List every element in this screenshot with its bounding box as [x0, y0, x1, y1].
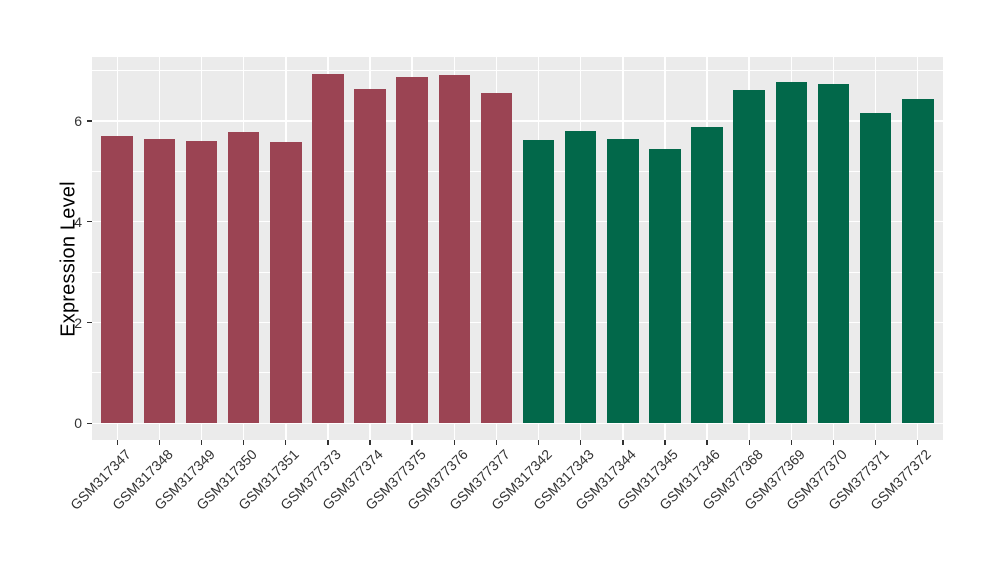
bar [438, 74, 471, 424]
grid-minor-h [92, 372, 943, 374]
bar [901, 99, 934, 424]
bar [396, 76, 428, 424]
x-axis-tick [369, 440, 371, 445]
bar [354, 89, 386, 424]
x-axis-tick [116, 440, 118, 445]
x-axis-tick [158, 440, 161, 445]
grid-minor-h [92, 70, 943, 71]
bar [775, 81, 808, 424]
x-axis-tick [327, 440, 329, 445]
bar [607, 138, 639, 424]
grid-major-h [92, 422, 943, 425]
x-axis-tick [579, 440, 582, 445]
x-axis-tick [917, 440, 919, 445]
x-axis-tick [664, 440, 666, 445]
bar [691, 127, 723, 424]
grid-minor-h [92, 170, 943, 172]
grid-minor-h [92, 271, 943, 273]
x-axis-tick [200, 440, 203, 445]
y-axis-tick [86, 422, 92, 424]
bar [312, 74, 344, 424]
bar [480, 92, 513, 424]
x-axis-tick [622, 440, 624, 445]
bar [143, 138, 176, 424]
bar [733, 89, 765, 424]
bar [522, 140, 555, 424]
x-axis-tick [537, 440, 540, 445]
bar [101, 136, 134, 424]
x-axis-tick [748, 440, 750, 445]
y-axis-tick-label: 4 [74, 213, 82, 230]
bar [227, 132, 260, 424]
x-axis-tick [453, 440, 455, 445]
y-axis-tick-label: 0 [74, 415, 82, 432]
bar [269, 142, 302, 424]
y-axis-tick-label: 2 [74, 314, 82, 331]
x-axis-tick [706, 440, 708, 445]
y-axis-tick [86, 120, 92, 122]
x-axis-tick [495, 440, 498, 445]
grid-major-h [92, 120, 943, 122]
x-axis-tick [242, 440, 245, 445]
plot-panel [92, 57, 943, 440]
y-axis-tick [86, 321, 92, 324]
bar [859, 113, 892, 424]
grid-major-h [92, 321, 943, 324]
bar [817, 83, 850, 424]
y-axis-title: Expression Level [57, 181, 80, 337]
x-axis-tick [411, 440, 413, 445]
x-axis-tick [790, 440, 793, 445]
bar [185, 141, 218, 424]
bar [564, 131, 597, 424]
bar [649, 148, 681, 424]
x-axis-tick [285, 440, 287, 445]
x-axis-tick [874, 440, 877, 445]
y-axis-tick [86, 221, 92, 223]
grid-major-h [92, 220, 943, 223]
y-axis-tick-label: 6 [74, 112, 82, 129]
x-axis-tick [832, 440, 835, 445]
